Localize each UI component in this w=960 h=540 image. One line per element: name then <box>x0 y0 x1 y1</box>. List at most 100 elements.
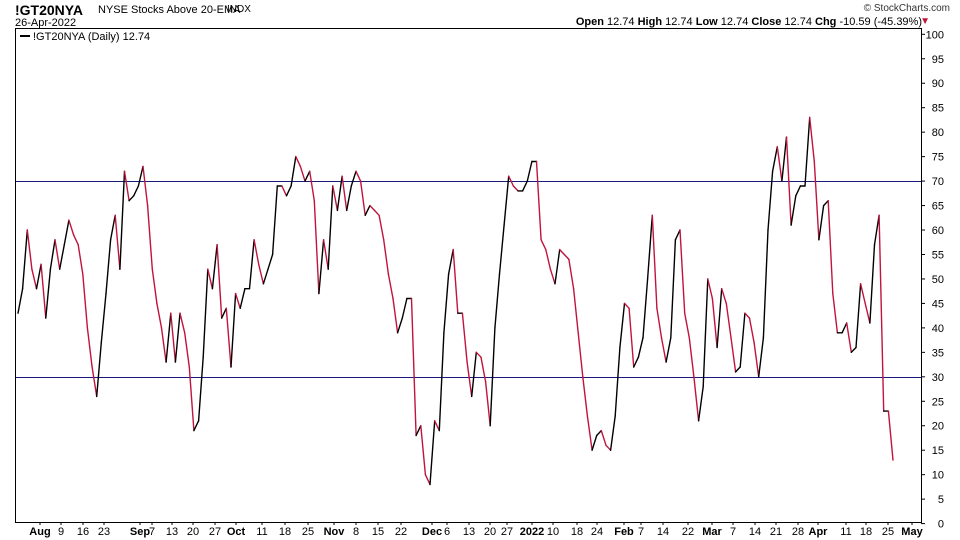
series-segment <box>684 312 690 339</box>
y-tick-label: 15 <box>932 445 944 457</box>
series-segment <box>77 243 84 275</box>
series-segment <box>642 278 649 339</box>
x-tick-label: 18 <box>860 526 872 538</box>
legend-label: !GT20NYA (Daily) 12.74 <box>33 31 150 43</box>
series-segment <box>220 307 228 319</box>
x-tick-label: Sep <box>130 526 150 538</box>
series-segment <box>586 415 593 451</box>
series-segment <box>670 239 677 339</box>
y-tick-label: 95 <box>932 54 944 66</box>
x-tick-label: 20 <box>484 526 496 538</box>
series-segment <box>827 199 834 295</box>
series-segment <box>609 415 616 451</box>
series-segment <box>572 288 579 334</box>
open-value: 12.74 <box>607 16 635 28</box>
series-segment <box>45 268 52 319</box>
x-tick-label: Mar <box>702 526 722 538</box>
x-tick-label: 14 <box>657 526 669 538</box>
y-tick-label: 25 <box>932 396 944 408</box>
series-segment <box>693 376 700 422</box>
x-tick-label: 7 <box>638 526 644 538</box>
series-segment <box>702 278 709 388</box>
series-segment <box>271 185 278 256</box>
x-tick-label: 20 <box>187 526 199 538</box>
series-segment <box>540 239 547 251</box>
x-tick-label: 7 <box>149 526 155 538</box>
y-tick-label: 20 <box>932 421 944 433</box>
series-segment <box>72 234 79 246</box>
series-segment <box>156 302 163 329</box>
down-arrow-icon: ▼ <box>920 16 930 27</box>
x-tick-label: 11 <box>840 526 851 538</box>
low-label: Low <box>695 16 718 28</box>
series-segment <box>17 288 24 314</box>
series-segment <box>498 224 505 275</box>
close-value: 12.74 <box>784 16 812 28</box>
series-segment <box>350 170 357 187</box>
series-segment <box>197 356 204 422</box>
series-segment <box>545 248 552 270</box>
series-segment <box>841 322 848 334</box>
series-segment <box>619 302 626 349</box>
series-segment <box>633 356 640 368</box>
series-segment <box>262 268 269 285</box>
x-tick-label: 14 <box>749 526 761 538</box>
series-segment <box>688 337 695 378</box>
series-segment <box>392 297 399 334</box>
series-segment <box>410 297 417 437</box>
series-segment <box>878 214 885 412</box>
series-segment <box>767 170 774 231</box>
series-segment <box>211 243 218 290</box>
x-tick-label: 27 <box>209 526 221 538</box>
series-segment <box>591 434 598 451</box>
y-tick-label: 5 <box>938 494 944 506</box>
high-label: High <box>637 16 663 28</box>
series-segment <box>63 219 70 246</box>
series-segment <box>21 229 28 290</box>
y-tick-label: 100 <box>926 29 944 41</box>
series-segment <box>109 214 116 241</box>
y-tick-label: 80 <box>932 127 944 139</box>
x-tick-label: 13 <box>166 526 178 538</box>
series-segment <box>304 170 311 182</box>
series-segment <box>248 239 255 290</box>
series-segment <box>818 204 825 241</box>
series-segment <box>480 356 487 383</box>
y-axis: 0 5 10 15 20 25 30 35 40 45 50 55 60 65 70 75 80 85 90 95 10… <box>921 29 944 531</box>
series-segment <box>160 327 167 363</box>
series-segment <box>318 239 325 295</box>
y-tick-label: 35 <box>932 347 944 359</box>
series-segment <box>82 273 89 329</box>
series-segment <box>132 185 140 197</box>
series-segment <box>697 385 704 422</box>
exchange-label: INDX <box>227 4 251 15</box>
x-tick-label: Oct <box>227 526 246 538</box>
series-segment <box>258 263 265 285</box>
x-tick-label: 2022 <box>520 526 544 538</box>
series-segment <box>216 243 223 319</box>
series-segment <box>758 337 765 378</box>
series-segment <box>452 248 459 314</box>
series-segment <box>563 253 570 261</box>
series-segment <box>785 136 792 226</box>
series-segment <box>730 337 737 373</box>
x-tick-label: Aug <box>29 526 50 538</box>
series-segment <box>600 429 607 446</box>
series-segment <box>281 185 288 197</box>
series-segment <box>873 214 880 246</box>
series-segment <box>91 366 98 398</box>
series-segment <box>387 273 394 300</box>
series-segment <box>628 307 635 368</box>
series-segment <box>568 258 575 290</box>
series-segment <box>341 175 348 212</box>
series-segment <box>438 332 445 432</box>
series-segment <box>434 420 440 432</box>
series-segment <box>299 165 306 182</box>
series-segment <box>508 175 515 187</box>
chg-value: -10.59 (-45.39%) <box>839 16 922 28</box>
series-segment <box>748 317 755 344</box>
x-tick-label: Feb <box>614 526 634 538</box>
series-segment <box>313 199 320 295</box>
